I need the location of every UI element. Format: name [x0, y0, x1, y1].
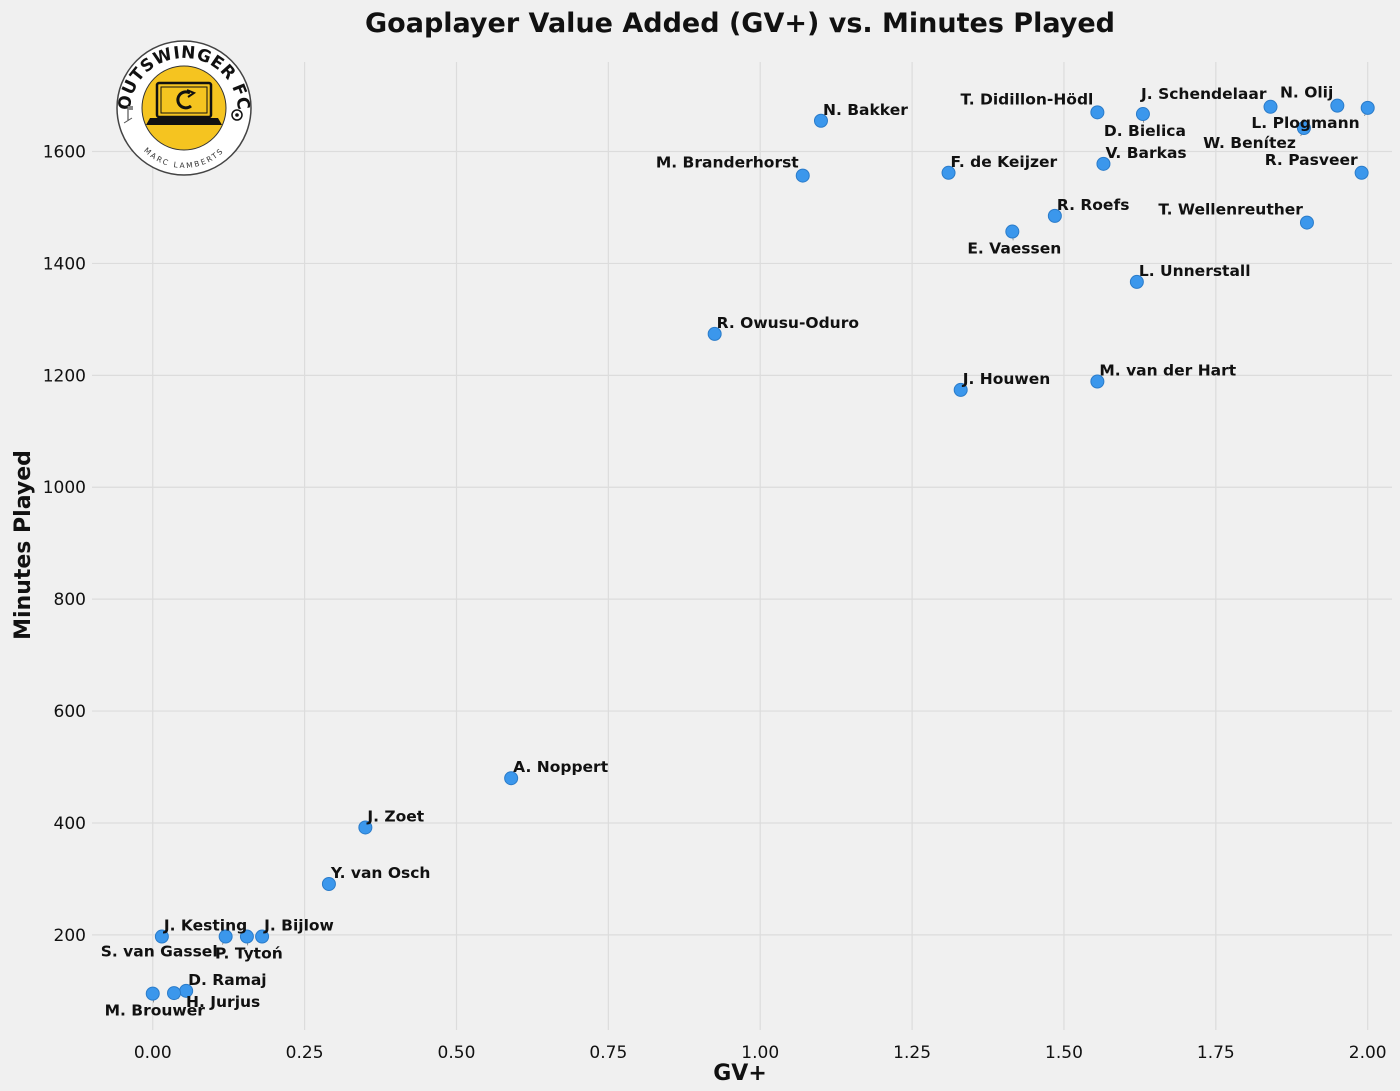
chart-title: Goaplayer Value Added (GV+) vs. Minutes … — [365, 8, 1115, 39]
y-tick-label: 1200 — [43, 366, 86, 386]
y-axis-ticks: 200 400 600 800 1000 1200 1400 1600 — [43, 143, 86, 946]
data-point — [239, 929, 254, 944]
y-tick-label: 400 — [54, 814, 86, 834]
point-label: M. van der Hart — [1099, 361, 1236, 379]
data-point — [255, 929, 270, 944]
data-point — [1090, 105, 1105, 120]
data-point — [1360, 100, 1375, 115]
data-point — [953, 382, 968, 397]
point-label: V. Barkas — [1105, 144, 1186, 162]
data-point — [813, 113, 828, 128]
point-label: J. Bijlow — [263, 917, 334, 935]
x-tick-label: 1.00 — [741, 1043, 779, 1063]
point-label: R. Pasveer — [1265, 151, 1358, 169]
data-point — [1354, 165, 1369, 180]
x-tick-label: 1.50 — [1045, 1043, 1083, 1063]
data-point — [358, 820, 373, 835]
point-label: D. Bielica — [1104, 122, 1186, 140]
data-point — [1096, 156, 1111, 171]
football-icon — [231, 109, 243, 121]
data-point — [218, 929, 233, 944]
x-tick-label: 1.75 — [1197, 1043, 1235, 1063]
x-tick-label: 0.00 — [134, 1043, 172, 1063]
data-point — [167, 986, 182, 1001]
y-axis-title: Minutes Played — [11, 450, 36, 640]
y-tick-label: 1000 — [43, 478, 86, 498]
point-label: J. Houwen — [962, 370, 1051, 388]
data-point — [707, 326, 722, 341]
data-point — [941, 165, 956, 180]
point-label: H. Jurjus — [186, 993, 260, 1011]
data-point — [1263, 99, 1278, 114]
data-point — [1047, 208, 1062, 223]
point-label: D. Ramaj — [188, 971, 266, 989]
y-tick-label: 1600 — [43, 143, 86, 163]
x-tick-label: 0.50 — [438, 1043, 476, 1063]
data-point — [1330, 98, 1345, 113]
x-axis-title: GV+ — [713, 1061, 767, 1086]
y-tick-label: 200 — [54, 926, 86, 946]
point-label: L. Unnerstall — [1139, 262, 1251, 280]
data-point — [145, 986, 160, 1001]
data-point — [1005, 224, 1020, 239]
point-label: F. de Keijzer — [951, 153, 1058, 171]
point-label: E. Vaessen — [967, 240, 1061, 258]
point-label: T. Didillon-Hödl — [960, 90, 1093, 108]
data-point — [795, 168, 810, 183]
data-point — [321, 876, 336, 891]
y-tick-label: 600 — [54, 702, 86, 722]
data-point — [1090, 374, 1105, 389]
point-label: N. Olij — [1280, 84, 1333, 102]
point-label: S. van Gassel — [101, 943, 218, 961]
x-tick-label: 1.25 — [893, 1043, 931, 1063]
point-label: Y. van Osch — [330, 864, 431, 882]
point-label: R. Owusu-Oduro — [717, 314, 859, 332]
grid — [92, 62, 1392, 1030]
point-label: R. Roefs — [1057, 196, 1130, 214]
data-point — [154, 929, 169, 944]
data-points — [145, 98, 1375, 1001]
point-labels: N. Bakker M. Branderhorst T. Didillon-Hödl… — [101, 84, 1360, 1020]
point-label: J. Zoet — [366, 807, 424, 825]
point-label: J. Kesting — [163, 917, 247, 935]
laptop-icon — [146, 81, 222, 125]
point-label: T. Wellenreuther — [1158, 201, 1303, 219]
point-label: W. Benítez — [1203, 134, 1296, 152]
data-point — [504, 771, 519, 786]
point-label: M. Branderhorst — [656, 154, 799, 172]
y-tick-label: 800 — [54, 590, 86, 610]
point-label: M. Brouwer — [105, 1002, 206, 1020]
data-point — [1135, 107, 1150, 122]
corner-flag-icon — [123, 106, 133, 124]
point-label: A. Noppert — [513, 758, 609, 776]
point-label: N. Bakker — [823, 101, 908, 119]
club-logo: OUTSWINGER FC MARC LAMBERTS — [115, 40, 253, 176]
data-point — [1299, 215, 1314, 230]
x-tick-label: 2.00 — [1349, 1043, 1387, 1063]
x-axis-ticks: 0.00 0.25 0.50 0.75 1.00 1.25 1.50 1.75 2.00 — [134, 1043, 1387, 1063]
point-label: P. Tytoń — [215, 945, 283, 963]
data-point — [1129, 274, 1144, 289]
x-tick-label: 0.25 — [286, 1043, 324, 1063]
point-label: L. Plogmann — [1251, 114, 1359, 132]
point-label: J. Schendelaar — [1140, 85, 1267, 103]
x-tick-label: 0.75 — [589, 1043, 627, 1063]
y-tick-label: 1400 — [43, 254, 86, 274]
data-point — [1296, 121, 1311, 136]
